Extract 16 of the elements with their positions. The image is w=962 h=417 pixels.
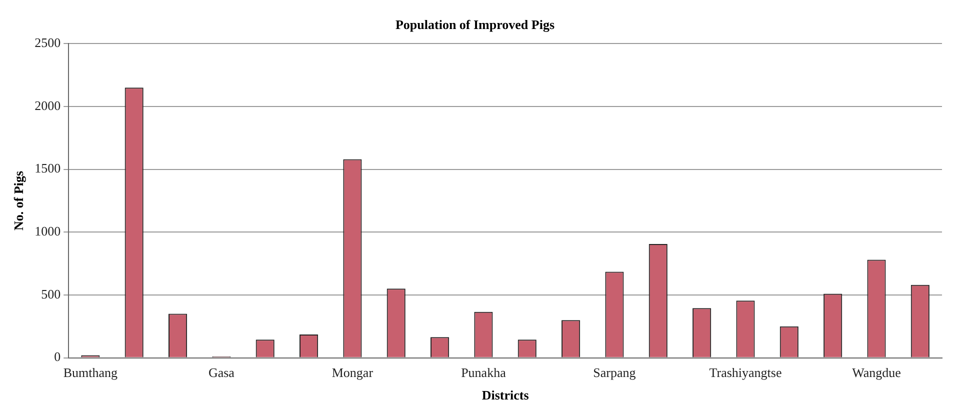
x-tick-label: Mongar: [332, 365, 374, 380]
y-tick-label: 500: [41, 286, 61, 302]
y-tick-label: 2500: [34, 35, 61, 50]
y-tick-label: 1500: [34, 160, 61, 176]
y-tick-label: 1000: [34, 224, 61, 239]
y-tick-label: 2000: [34, 98, 61, 113]
chart-title: Population of Improved Pigs: [395, 17, 555, 32]
x-tick-label: Wangdue: [852, 365, 902, 380]
x-tick-label: Bumthang: [63, 365, 118, 380]
x-tick-label: Gasa: [208, 365, 235, 380]
x-tick-label: Sarpang: [593, 365, 636, 380]
x-tick-label: Punakha: [461, 365, 506, 380]
x-tick-label: Trashiyangtse: [709, 365, 782, 380]
y-axis-title: No. of Pigs: [11, 170, 26, 230]
x-axis-title: Districts: [482, 388, 529, 403]
y-tick-label: 0: [54, 349, 61, 364]
